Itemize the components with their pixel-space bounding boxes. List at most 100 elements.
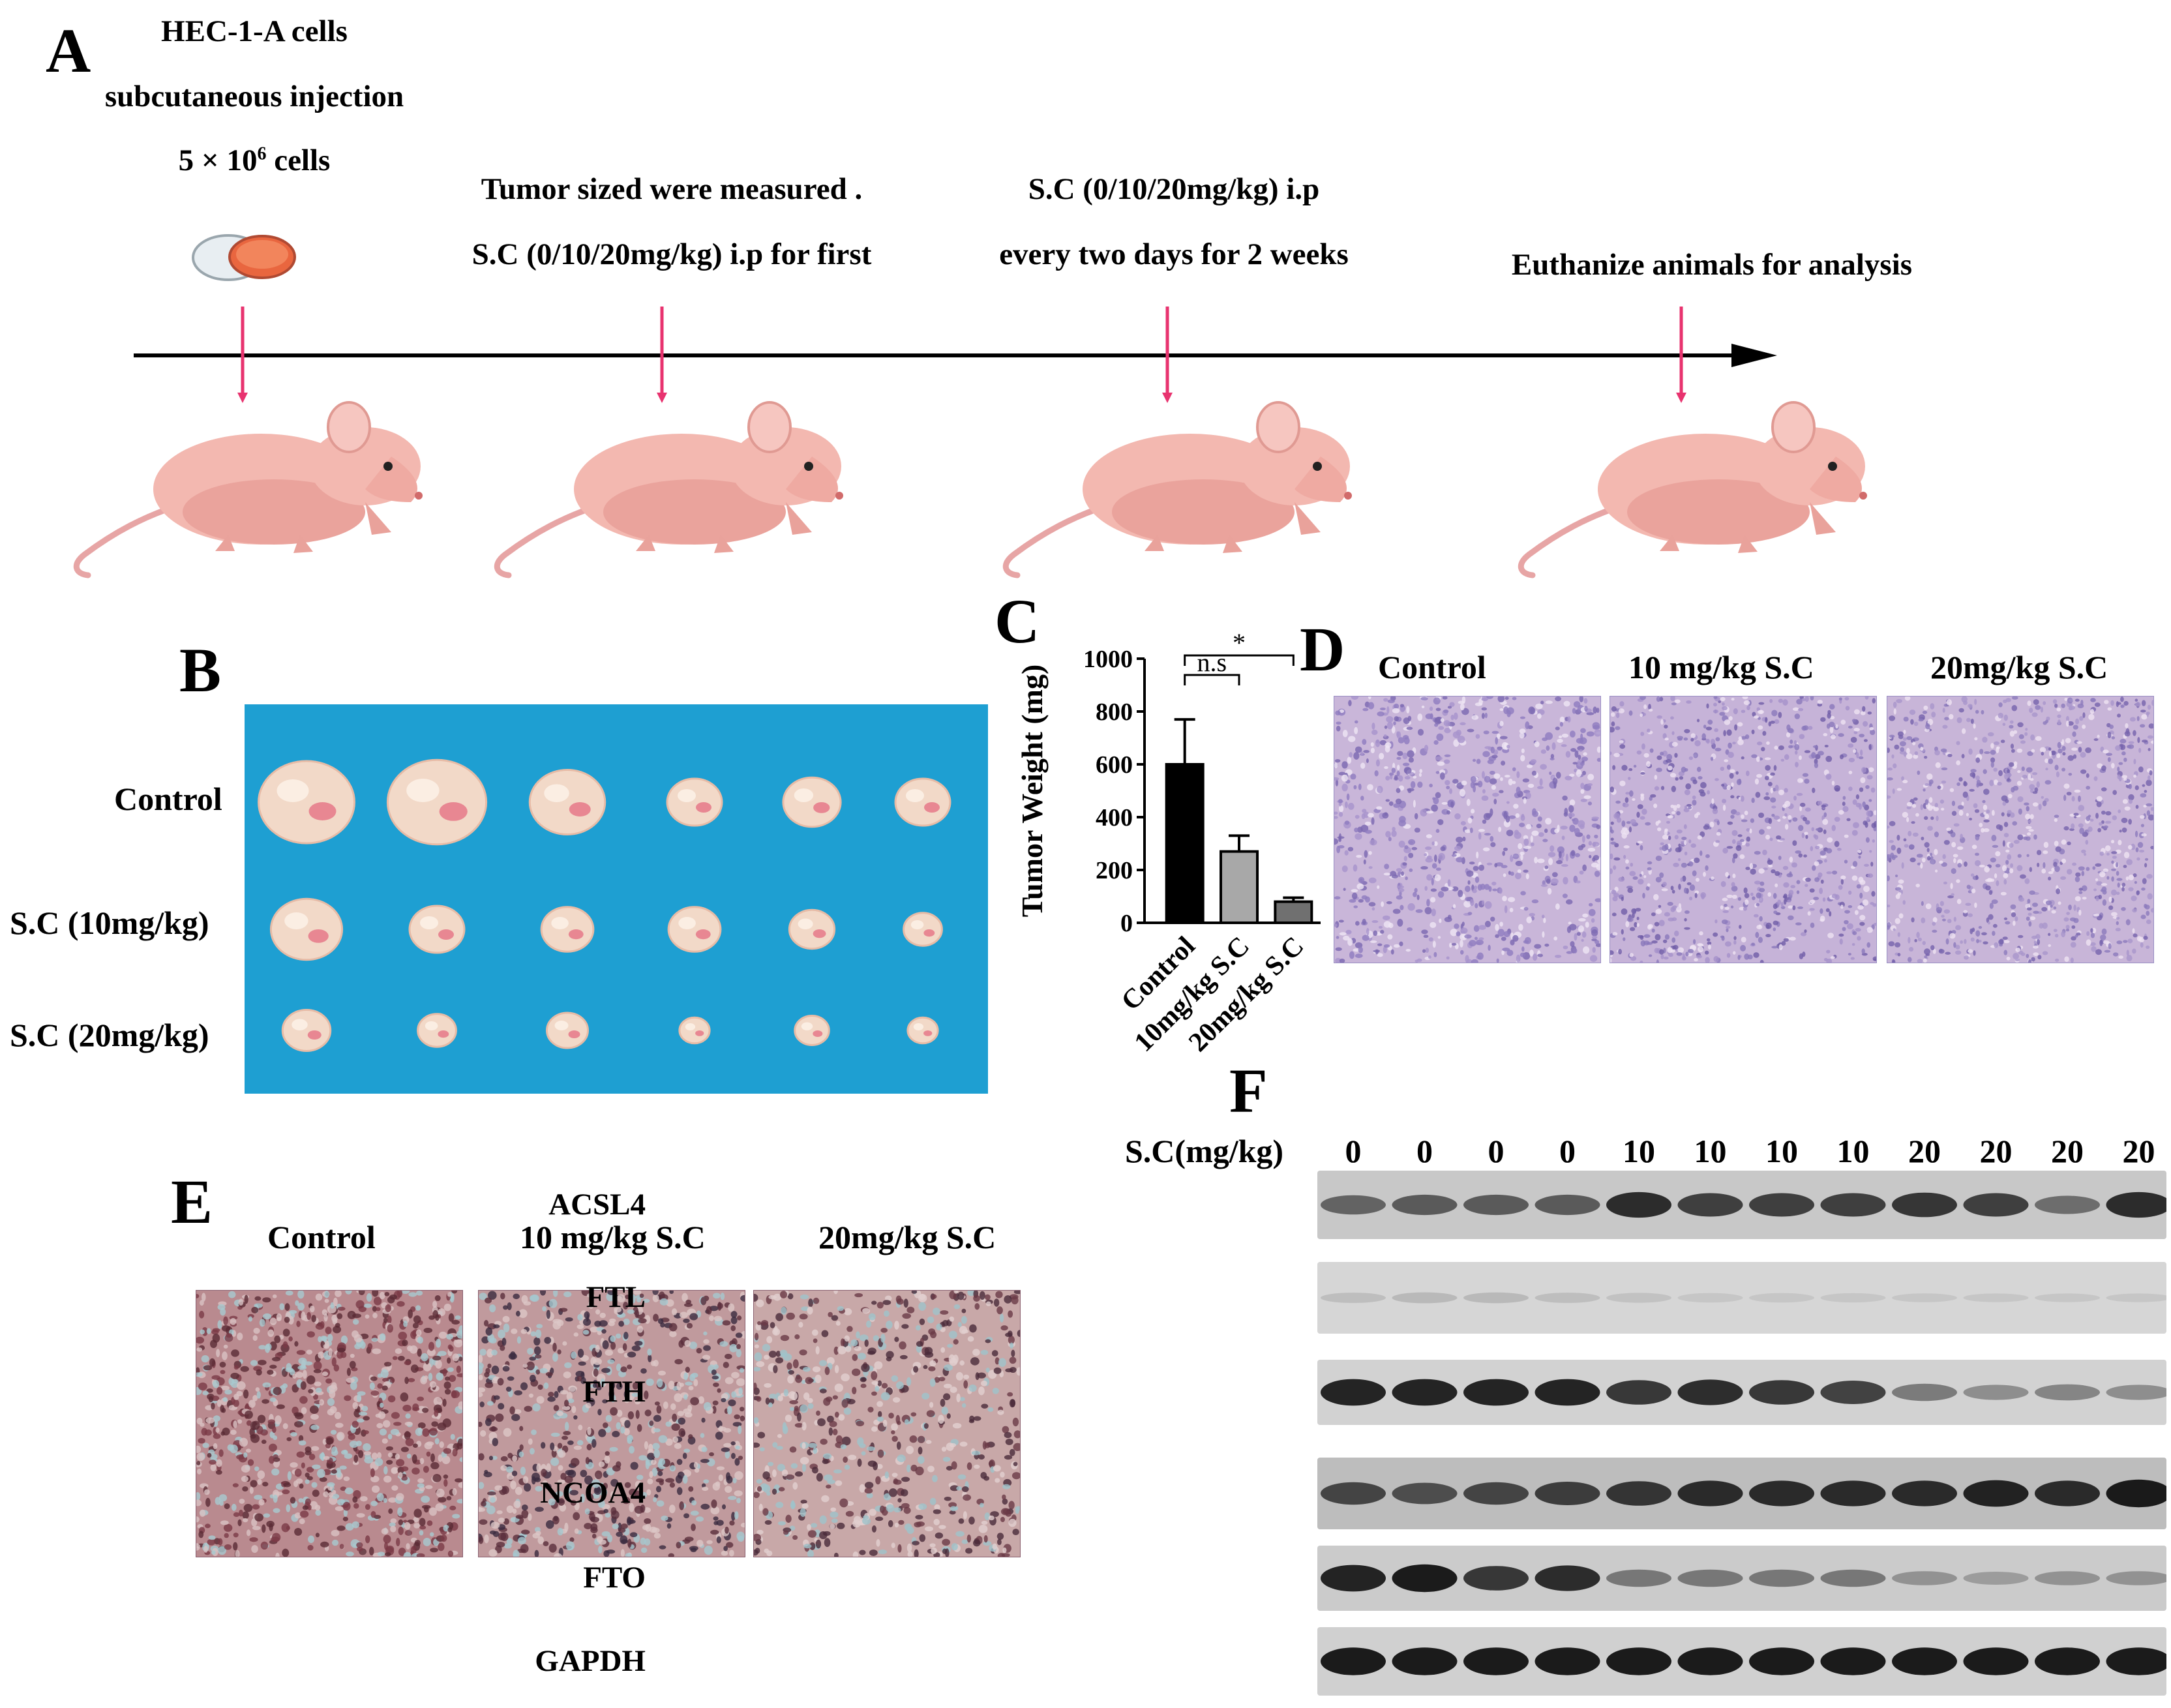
band-fto-4 [1606, 1569, 1671, 1587]
band-fto-3 [1535, 1565, 1600, 1591]
blot-gapdh [1317, 1627, 2166, 1696]
band-ftl-5 [1677, 1293, 1743, 1303]
band-ncoa4-0 [1321, 1482, 1386, 1505]
protein-label-fth: FTH [582, 1375, 646, 1409]
band-ncoa4-6 [1749, 1480, 1814, 1506]
band-fto-9 [1963, 1572, 2029, 1585]
panel-f-letter: F [1229, 1056, 1268, 1126]
protein-label-fto: FTO [583, 1561, 646, 1595]
he-label-control: Control [1378, 649, 1486, 685]
dose-label: 0 [1345, 1133, 1362, 1169]
band-acsl4-5 [1677, 1193, 1743, 1217]
dose-axis-label: S.C(mg/kg) [1125, 1133, 1284, 1169]
band-ftl-6 [1749, 1293, 1814, 1303]
band-acsl4-4 [1606, 1191, 1671, 1218]
band-ftl-8 [1892, 1293, 1957, 1302]
band-ncoa4-11 [2106, 1479, 2166, 1508]
significance-label: n.s [1197, 648, 1227, 677]
bar-2 [1274, 900, 1313, 925]
tumor-blood-spot [308, 802, 337, 820]
band-fth-2 [1463, 1379, 1529, 1406]
band-ncoa4-10 [2035, 1480, 2100, 1506]
band-fth-0 [1321, 1379, 1386, 1406]
dose-label: 0 [1416, 1133, 1433, 1169]
band-fto-0 [1321, 1565, 1386, 1592]
blot-ftl [1317, 1262, 2166, 1334]
significance-bracket [1184, 654, 1295, 666]
band-fth-3 [1535, 1379, 1600, 1406]
band-acsl4-10 [2035, 1195, 2100, 1214]
band-gapdh-2 [1463, 1647, 1529, 1675]
tumor-highlight [292, 1019, 308, 1030]
tumor-sample [417, 1013, 457, 1048]
tumor-sample [540, 906, 595, 953]
tumor-highlight [277, 779, 309, 802]
band-gapdh-1 [1392, 1647, 1458, 1675]
ihc-image-control [196, 1290, 463, 1557]
band-ncoa4-8 [1892, 1480, 1957, 1506]
band-ncoa4-2 [1463, 1482, 1529, 1505]
timeline-step1-line1: HEC-1-A cells [161, 14, 348, 48]
protein-label-ftl: FTL [586, 1280, 646, 1314]
band-acsl4-9 [1963, 1193, 2029, 1217]
dose-label: 20 [2051, 1133, 2084, 1169]
dose-label: 0 [1488, 1133, 1505, 1169]
band-acsl4-3 [1535, 1194, 1600, 1216]
tumor-samples [258, 758, 951, 1052]
band-ncoa4-4 [1606, 1481, 1671, 1506]
tumor-sample [894, 777, 951, 827]
significance-bracket [1184, 674, 1240, 685]
significance-label: * [1233, 633, 1246, 657]
tumor-highlight [554, 1021, 569, 1030]
he-label-10mg: 10 mg/kg S.C [1628, 649, 1814, 685]
blot-ncoa4 [1317, 1458, 2166, 1529]
ihc-image-20mg [753, 1290, 1021, 1557]
dose-label: 20 [2122, 1133, 2155, 1169]
timeline-arrowhead-icon [1731, 344, 1777, 367]
tumor-blood-spot [568, 929, 584, 940]
band-acsl4-0 [1321, 1195, 1386, 1215]
band-ncoa4-7 [1820, 1480, 1886, 1506]
band-acsl4-11 [2106, 1191, 2166, 1218]
band-fth-10 [2035, 1384, 2100, 1401]
band-acsl4-6 [1749, 1193, 1814, 1217]
timeline-step4-line1: Euthanize animals for analysis [1511, 248, 1913, 282]
timeline-step2-line1: Tumor sized were measured . [481, 172, 863, 206]
tumor-sample [408, 905, 466, 954]
dose-label: 20 [1979, 1133, 2013, 1169]
photo-b-row-label-control: Control [114, 781, 222, 817]
band-gapdh-11 [2106, 1647, 2166, 1675]
band-ftl-2 [1463, 1292, 1529, 1304]
tumor-highlight [913, 1023, 924, 1030]
band-fto-1 [1392, 1564, 1458, 1593]
tumor-highlight [685, 1023, 696, 1030]
panel-e-letter: E [171, 1167, 213, 1236]
tumor-blood-spot [695, 1030, 704, 1036]
tumor-sample [281, 1009, 332, 1052]
tumor-sample [794, 1015, 830, 1046]
mouse-icon-1 [76, 402, 423, 575]
tumor-highlight [906, 789, 924, 802]
tumor-blood-spot [813, 802, 830, 813]
band-fth-11 [2106, 1385, 2166, 1400]
tumor-blood-spot [924, 802, 940, 813]
tumor-sample [528, 769, 606, 835]
tumor-blood-spot [696, 802, 711, 813]
tumor-sample [386, 758, 488, 846]
band-fth-9 [1963, 1385, 2029, 1400]
band-fto-6 [1749, 1569, 1814, 1587]
band-ncoa4-9 [1963, 1480, 2029, 1507]
petri-dish-icon [192, 234, 296, 281]
band-gapdh-10 [2035, 1647, 2100, 1675]
band-ftl-0 [1321, 1293, 1386, 1303]
band-acsl4-2 [1463, 1194, 1529, 1216]
panel-d-letter: D [1300, 614, 1345, 684]
tumor-blood-spot [439, 802, 468, 821]
y-axis-title: Tumor Weight (mg) [1015, 665, 1049, 918]
tumor-highlight [678, 789, 696, 802]
tumor-highlight [425, 1021, 438, 1030]
tumor-highlight [420, 916, 438, 929]
tumor-highlight [551, 917, 569, 929]
panel-c-letter: C [995, 586, 1040, 656]
tumor-blood-spot [438, 929, 454, 940]
